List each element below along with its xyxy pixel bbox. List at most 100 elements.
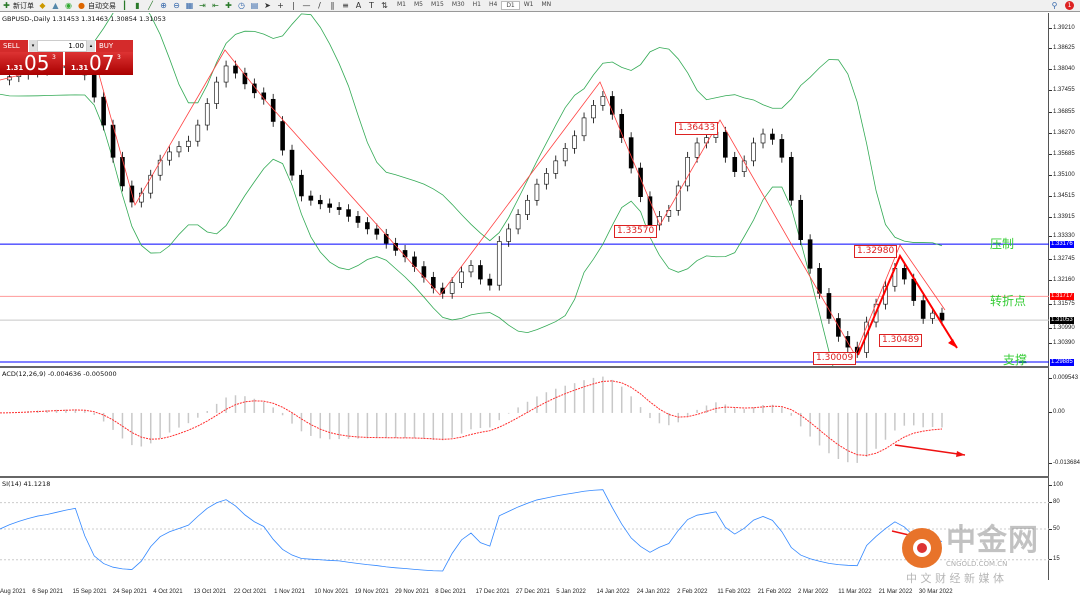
indicators-icon[interactable]: ✚ bbox=[225, 1, 232, 10]
chart-window[interactable]: GBPUSD-,Daily 1.31453 1.31463 1.30854 1.… bbox=[0, 13, 1049, 580]
lot-size-input[interactable]: 1.00 bbox=[37, 40, 87, 52]
timeframe-mn[interactable]: MN bbox=[541, 1, 552, 8]
candle-body bbox=[600, 96, 606, 106]
candle-body bbox=[223, 65, 229, 83]
timeframe-m30[interactable]: M30 bbox=[451, 1, 465, 8]
candle-body bbox=[186, 140, 191, 147]
gold-icon[interactable]: ◆ bbox=[39, 1, 46, 10]
chart-shift-icon[interactable]: ⇤ bbox=[212, 1, 219, 10]
zoom-out-icon[interactable]: ⊖ bbox=[173, 1, 180, 10]
price-tag: 1.33176 bbox=[1050, 240, 1074, 248]
candle-body bbox=[619, 114, 625, 138]
price-tick: 1.35685 bbox=[1049, 150, 1075, 157]
candle-body bbox=[647, 196, 653, 226]
timeframe-h1[interactable]: H1 bbox=[472, 1, 481, 8]
timeframe-m15[interactable]: M15 bbox=[431, 1, 444, 8]
signal-icon[interactable]: ◉ bbox=[65, 1, 72, 10]
candle-body bbox=[685, 157, 690, 187]
candle-body bbox=[327, 203, 333, 208]
one-click-trading-panel: SELL ▾ 1.00 ▴ BUY 1.31 05 3 1.31 07 3 bbox=[0, 40, 133, 75]
candle-body bbox=[383, 234, 389, 244]
autoscroll-icon[interactable]: ⇥ bbox=[199, 1, 206, 10]
candle-body bbox=[336, 207, 342, 210]
price-axis[interactable]: 1.33176 1.31717 1.31053 1.29885 1.39210 1.386… bbox=[1049, 13, 1080, 368]
price-tag: 1.31717 bbox=[1050, 292, 1074, 300]
price-tick: 1.32160 bbox=[1049, 277, 1075, 283]
cursor-icon[interactable]: ➤ bbox=[264, 1, 271, 10]
toolbar: ✚ 新订单 ◆ ▲ ◉ ● 自动交易 ┃ ▮ ╱ ⊕ ⊖ ▦ ⇥ ⇤ ✚ ◷ ▤ ➤… bbox=[0, 0, 1080, 12]
sell-price-button[interactable]: 1.31 05 3 bbox=[0, 51, 63, 75]
candle-body bbox=[120, 157, 125, 187]
candle-body bbox=[101, 96, 106, 126]
macd-axis: 0.009543 0.00 -0.013684 bbox=[1048, 368, 1080, 478]
sell-button[interactable]: SELL bbox=[0, 40, 28, 52]
bar-chart-icon[interactable]: ┃ bbox=[122, 1, 127, 10]
price-tick: 1.36270 bbox=[1049, 129, 1075, 136]
annotation-low-1: 1.33570 bbox=[614, 225, 658, 238]
price-tick: 1.30990 bbox=[1049, 324, 1075, 331]
label-icon[interactable]: T bbox=[369, 1, 374, 10]
date-label: 30 Mar 2022 bbox=[918, 589, 953, 595]
date-label: 2 Mar 2022 bbox=[798, 589, 829, 595]
arrow-head-icon bbox=[948, 339, 957, 348]
timeframe-m5[interactable]: M5 bbox=[414, 1, 423, 8]
timeframe-w1[interactable]: W1 bbox=[523, 1, 534, 8]
timeframe-d1[interactable]: D1 bbox=[501, 1, 520, 10]
chart-header: GBPUSD-,Daily 1.31453 1.31463 1.30854 1.… bbox=[2, 15, 166, 23]
timeframe-h4[interactable]: H4 bbox=[488, 1, 498, 8]
new-order-label: 新订单 bbox=[13, 1, 34, 10]
rsi-header: SI(14) 41.1218 bbox=[2, 480, 51, 488]
notification-badge[interactable]: 1 bbox=[1065, 1, 1074, 10]
candle-body bbox=[591, 105, 596, 119]
tile-windows-icon[interactable]: ▦ bbox=[185, 1, 194, 10]
cngold-watermark: 中金网 CNGOLD.COM.CN 中 文 财 经 新 媒 体 bbox=[900, 520, 1050, 588]
price-tick: 1.34515 bbox=[1049, 192, 1075, 199]
candle-body bbox=[157, 159, 163, 176]
sell-price-pips: 05 bbox=[24, 51, 50, 75]
line-chart-icon[interactable]: ╱ bbox=[148, 1, 153, 10]
rsi-tick: 100 bbox=[1048, 481, 1064, 488]
macd-tick: -0.013684 bbox=[1048, 459, 1080, 466]
fibonacci-icon[interactable]: ≡ bbox=[342, 1, 349, 10]
navigator-icon[interactable]: ▲ bbox=[52, 1, 59, 10]
price-chart[interactable] bbox=[0, 13, 1049, 366]
date-label: 15 Sep 2021 bbox=[72, 589, 107, 595]
candle-body bbox=[478, 265, 483, 280]
search-icon[interactable]: ⚲ bbox=[1051, 1, 1058, 10]
horizontal-line-icon[interactable]: — bbox=[302, 1, 311, 10]
new-order-button[interactable]: ✚ 新订单 bbox=[2, 1, 34, 11]
rsi-pane[interactable]: SI(14) 41.1218 bbox=[0, 478, 1049, 580]
trendline-icon[interactable]: / bbox=[318, 1, 321, 10]
lot-increase-button[interactable]: ▴ bbox=[87, 40, 95, 52]
buy-button[interactable]: BUY bbox=[96, 40, 133, 52]
arrows-icon[interactable]: ⇅ bbox=[381, 1, 388, 10]
candle-body bbox=[233, 65, 238, 74]
candle-body bbox=[346, 209, 351, 217]
channel-icon[interactable]: ∥ bbox=[330, 1, 335, 10]
candle-body bbox=[167, 151, 172, 161]
candle-body bbox=[544, 173, 549, 185]
templates-icon[interactable]: ▤ bbox=[250, 1, 259, 10]
macd-tick: 0.00 bbox=[1049, 409, 1065, 416]
zoom-in-icon[interactable]: ⊕ bbox=[160, 1, 167, 10]
candle-body bbox=[807, 239, 813, 269]
auto-trading-button[interactable]: ● 自动交易 bbox=[77, 1, 116, 11]
buy-price-button[interactable]: 1.31 07 3 bbox=[65, 51, 133, 75]
crosshair-icon[interactable]: + bbox=[277, 1, 284, 10]
price-tag: 1.31053 bbox=[1050, 316, 1074, 324]
periods-icon[interactable]: ◷ bbox=[238, 1, 245, 10]
text-icon[interactable]: A bbox=[355, 1, 362, 10]
price-chart-pane[interactable]: GBPUSD-,Daily 1.31453 1.31463 1.30854 1.… bbox=[0, 13, 1049, 368]
timeframe-m1[interactable]: M1 bbox=[397, 1, 406, 8]
vertical-line-icon[interactable]: | bbox=[292, 1, 295, 10]
candle-body bbox=[572, 135, 577, 149]
candle-body bbox=[930, 312, 935, 319]
macd-pane[interactable]: ACD(12,26,9) -0.004636 -0.005000 bbox=[0, 368, 1049, 478]
annotation-high-1: 1.36433 bbox=[675, 122, 719, 135]
price-tick: 1.37455 bbox=[1049, 87, 1075, 94]
candle-chart-icon[interactable]: ▮ bbox=[135, 1, 140, 10]
buy-price-pips: 07 bbox=[89, 51, 115, 75]
level-label-support: 支撑 bbox=[1003, 353, 1028, 367]
watermark-tagline: 中 文 财 经 新 媒 体 bbox=[906, 572, 1004, 585]
lot-decrease-button[interactable]: ▾ bbox=[29, 40, 37, 52]
